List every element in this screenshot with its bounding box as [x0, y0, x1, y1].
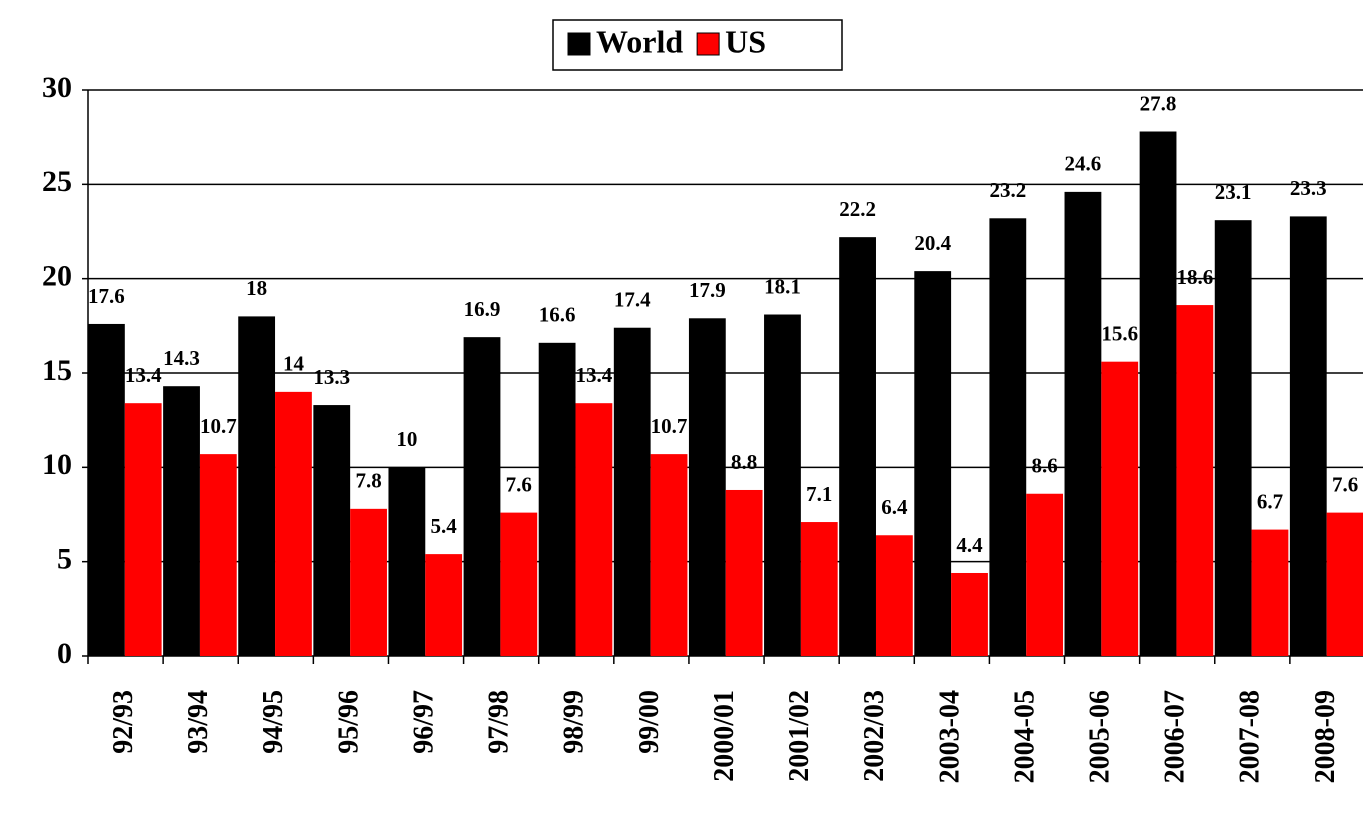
x-tick-label: 2004-05	[1009, 690, 1040, 783]
y-tick-label: 10	[42, 448, 72, 481]
bar	[1176, 305, 1214, 656]
bar	[538, 342, 576, 656]
bar	[1326, 512, 1363, 656]
data-label: 17.4	[614, 288, 651, 312]
y-tick-label: 15	[42, 354, 72, 387]
data-label: 6.4	[881, 495, 908, 519]
y-tick-label: 0	[57, 637, 72, 670]
bar	[350, 508, 387, 656]
data-label: 6.7	[1257, 489, 1283, 513]
bar	[951, 572, 988, 656]
bar	[839, 237, 876, 656]
data-label: 14	[283, 352, 305, 376]
data-label: 7.1	[806, 482, 832, 506]
bar	[425, 554, 463, 656]
bar	[238, 316, 276, 656]
bar	[88, 323, 125, 656]
data-label: 7.6	[1332, 472, 1358, 496]
data-label: 13.4	[576, 363, 613, 387]
x-tick-label: 2003-04	[934, 690, 965, 783]
data-label: 7.6	[506, 472, 532, 496]
data-label: 10	[396, 427, 417, 451]
x-tick-label: 94/95	[258, 690, 289, 754]
data-label: 16.9	[464, 297, 501, 321]
bar	[500, 512, 538, 656]
bar	[163, 386, 200, 656]
x-tick-label: 93/94	[183, 690, 214, 754]
bar	[1251, 529, 1289, 656]
bar	[388, 467, 426, 656]
x-tick-label: 2002/03	[859, 690, 890, 782]
data-label: 8.6	[1031, 454, 1057, 478]
data-label: 23.1	[1215, 180, 1252, 204]
data-label: 18	[246, 276, 267, 300]
y-tick-label: 30	[42, 71, 72, 104]
y-tick-label: 25	[42, 165, 72, 198]
bar	[1101, 361, 1139, 656]
bar	[575, 403, 613, 656]
legend-swatch	[696, 32, 720, 56]
bar	[650, 454, 688, 656]
bar	[1026, 493, 1064, 656]
data-label: 8.8	[731, 450, 757, 474]
data-label: 10.7	[200, 414, 237, 438]
bar	[613, 327, 651, 656]
y-tick-label: 20	[42, 260, 72, 293]
data-label: 4.4	[956, 533, 983, 557]
bar	[1214, 220, 1252, 656]
data-label: 20.4	[914, 231, 951, 255]
x-tick-label: 96/97	[408, 690, 439, 754]
x-tick-label: 97/98	[484, 690, 515, 754]
data-label: 14.3	[163, 346, 200, 370]
data-label: 10.7	[651, 414, 688, 438]
data-label: 24.6	[1065, 152, 1102, 176]
bar	[124, 403, 162, 656]
data-label: 22.2	[839, 197, 876, 221]
legend-swatch	[567, 32, 591, 56]
bar	[1139, 131, 1177, 657]
bar	[275, 391, 312, 656]
bar	[989, 218, 1027, 656]
x-tick-label: 2007-08	[1235, 690, 1266, 783]
legend-label: US	[725, 23, 766, 59]
x-tick-label: 92/93	[108, 690, 139, 754]
data-label: 17.9	[689, 278, 726, 302]
bar	[800, 522, 838, 656]
x-tick-label: 99/00	[634, 690, 665, 754]
data-label: 17.6	[88, 284, 125, 308]
data-label: 23.2	[989, 178, 1026, 202]
bar	[463, 337, 501, 656]
data-label: 5.4	[431, 514, 458, 538]
bar	[688, 318, 726, 656]
data-label: 27.8	[1140, 91, 1177, 115]
bar	[764, 314, 801, 656]
y-tick-label: 5	[57, 543, 72, 576]
data-label: 18.1	[764, 274, 801, 298]
bar	[725, 489, 763, 656]
x-tick-label: 95/96	[333, 690, 364, 754]
data-label: 15.6	[1101, 321, 1138, 345]
bar	[914, 271, 952, 656]
legend-label: World	[596, 23, 683, 59]
data-label: 13.3	[313, 365, 350, 389]
bar	[875, 535, 913, 656]
bar	[313, 405, 351, 656]
x-tick-label: 2006-07	[1160, 690, 1191, 783]
x-tick-label: 98/99	[559, 690, 590, 754]
data-label: 7.8	[355, 469, 381, 493]
x-tick-label: 2008-09	[1310, 690, 1341, 783]
data-label: 13.4	[125, 363, 162, 387]
data-label: 18.6	[1176, 265, 1213, 289]
bar	[1289, 216, 1327, 656]
x-tick-label: 2005-06	[1085, 690, 1116, 783]
bar	[1064, 191, 1102, 656]
data-label: 16.6	[539, 303, 576, 327]
x-tick-label: 2000/01	[709, 690, 740, 782]
bar	[199, 454, 237, 656]
data-label: 23.3	[1290, 176, 1327, 200]
x-tick-label: 2001/02	[784, 690, 815, 782]
